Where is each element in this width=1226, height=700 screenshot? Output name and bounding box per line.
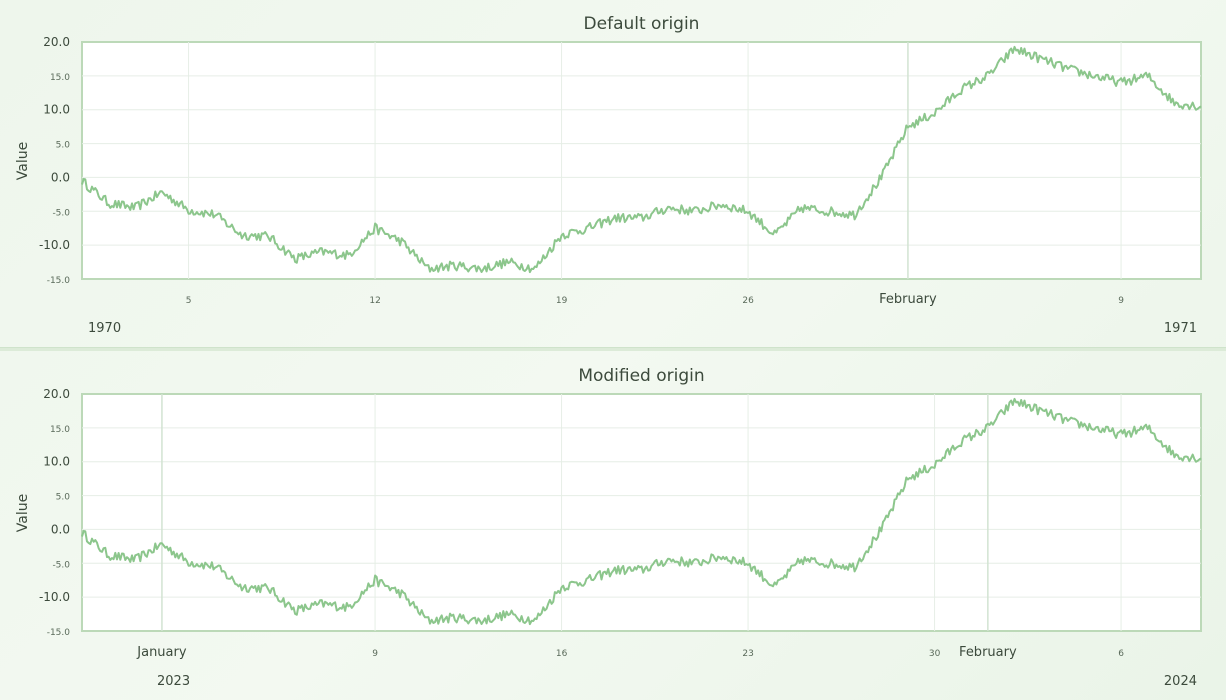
y-tick-label: 15.0 (50, 73, 70, 83)
y-tick-label: 20.0 (43, 35, 70, 49)
x-tick-label: February (879, 292, 937, 307)
y-tick-label: -10.0 (39, 238, 70, 252)
y-tick-label: -15.0 (47, 628, 71, 638)
x-tick-label: February (959, 645, 1017, 660)
y-tick-label: -5.0 (52, 208, 70, 218)
y-tick-label: -15.0 (47, 276, 71, 286)
y-tick-label: 10.0 (43, 103, 70, 117)
chart-panel-bottom: 20.0 15.0 10.0 5.0 0.0 -5.0 -10.0 -15.0 January 9… (0, 351, 1226, 700)
x-tick-label: 23 (742, 649, 753, 659)
chart-panel-top: 20.0 15.0 10.0 5.0 0.0 -5.0 -10.0 -15.0 5 12 19 26 F… (0, 0, 1226, 348)
y-tick-label: 5.0 (56, 493, 71, 503)
y-tick-label: 0.0 (51, 522, 70, 536)
year-label-left: 1970 (88, 321, 121, 336)
chart-title: Default origin (584, 14, 700, 34)
year-label-right: 1971 (1164, 321, 1197, 336)
y-tick-label: 5.0 (56, 141, 71, 151)
chart-svg: 20.0 15.0 10.0 5.0 0.0 -5.0 -10.0 -15.0 January 9… (15, 366, 1202, 689)
year-label-left: 2023 (157, 674, 190, 689)
x-tick-label: 30 (929, 649, 941, 659)
plot-area (81, 393, 1202, 632)
chart-svg: 20.0 15.0 10.0 5.0 0.0 -5.0 -10.0 -15.0 5 12 19 26 F… (15, 14, 1202, 336)
x-tick-label: 5 (186, 296, 192, 306)
panel-divider[interactable] (0, 347, 1226, 351)
y-tick-label: 20.0 (43, 387, 70, 401)
x-tick-label: 9 (372, 649, 378, 659)
series-line (81, 397, 1202, 626)
x-tick-label: 12 (369, 296, 380, 306)
y-axis-label: Value (15, 494, 31, 532)
y-tick-label: 15.0 (50, 425, 70, 435)
x-tick-label: 6 (1118, 649, 1124, 659)
y-tick-label: -10.0 (39, 590, 70, 604)
series-line (81, 45, 1202, 274)
y-tick-label: 0.0 (51, 170, 70, 184)
chart-title: Modified origin (578, 366, 704, 386)
plot-area (81, 41, 1202, 280)
x-tick-label: 9 (1118, 296, 1124, 306)
x-tick-label: 26 (742, 296, 754, 306)
x-tick-label: 16 (556, 649, 568, 659)
y-axis-label: Value (15, 142, 31, 180)
x-tick-label: 19 (556, 296, 568, 306)
x-tick-label: January (136, 645, 187, 660)
y-tick-label: -5.0 (52, 560, 70, 570)
y-tick-label: 10.0 (43, 455, 70, 469)
year-label-right: 2024 (1164, 674, 1197, 689)
